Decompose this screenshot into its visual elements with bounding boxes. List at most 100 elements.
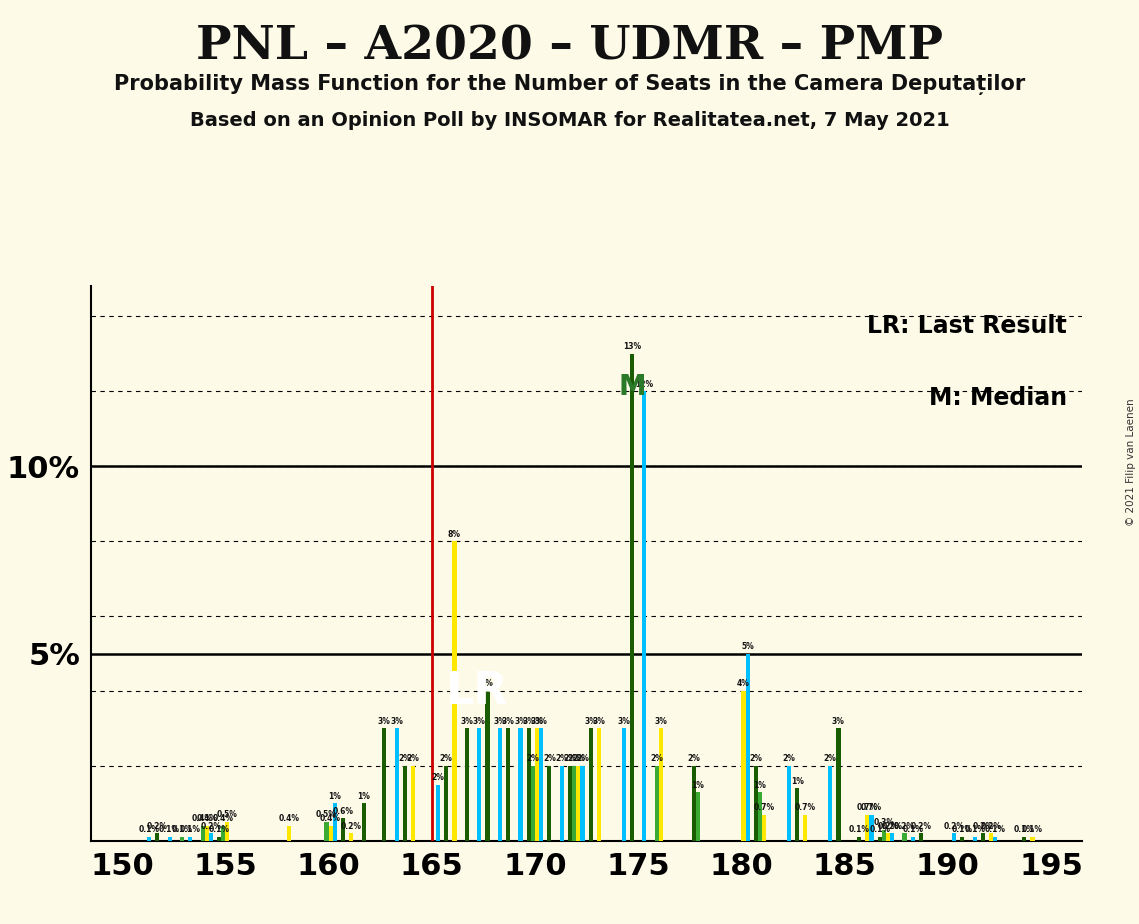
Text: 3%: 3% [584,717,597,726]
Text: 0.4%: 0.4% [279,814,300,823]
Bar [919,833,923,841]
Text: 2%: 2% [556,754,568,763]
Text: 3%: 3% [514,717,527,726]
Bar [526,728,531,841]
Bar [866,815,869,841]
Text: 0.6%: 0.6% [333,807,353,816]
Bar [155,833,159,841]
Bar [341,819,345,841]
Bar [559,766,564,841]
Text: 4%: 4% [481,679,494,688]
Bar [572,766,576,841]
Text: 0.1%: 0.1% [180,825,200,834]
Bar [218,837,221,841]
Text: 0.2%: 0.2% [341,821,362,831]
Bar [795,788,800,841]
Text: 0.1%: 0.1% [952,825,973,834]
Text: 0.2%: 0.2% [894,821,915,831]
Text: 3%: 3% [473,717,485,726]
Text: M: Median: M: Median [929,386,1067,410]
Bar [531,766,535,841]
Bar [180,837,185,841]
Text: 0.1%: 0.1% [139,825,159,834]
Bar [221,826,226,841]
Bar [200,826,205,841]
Bar [762,815,767,841]
Text: LR: Last Result: LR: Last Result [868,314,1067,338]
Bar [581,766,584,841]
Text: 2%: 2% [782,754,795,763]
Bar [576,766,581,841]
Bar [989,833,993,841]
Bar [622,728,625,841]
Text: LR: LR [445,670,508,712]
Text: 0.1%: 0.1% [902,825,924,834]
Bar [973,837,977,841]
Bar [1031,837,1034,841]
Bar [361,803,366,841]
Bar [857,837,861,841]
Text: 0.2%: 0.2% [882,821,902,831]
Bar [167,837,172,841]
Text: 3%: 3% [378,717,391,726]
Text: 0.4%: 0.4% [192,814,213,823]
Text: 1%: 1% [754,781,767,789]
Bar [642,392,647,841]
Bar [981,833,985,841]
Text: 0.7%: 0.7% [754,803,775,812]
Text: 0.2%: 0.2% [877,821,899,831]
Text: 0.1%: 0.1% [172,825,192,834]
Text: 2%: 2% [572,754,584,763]
Text: 0.2%: 0.2% [200,821,221,831]
Text: 0.2%: 0.2% [973,821,993,831]
Text: 0.7%: 0.7% [857,803,878,812]
Text: 2%: 2% [688,754,700,763]
Bar [506,728,510,841]
Text: 3%: 3% [617,717,630,726]
Text: 0.2%: 0.2% [910,821,932,831]
Text: 0.4%: 0.4% [196,814,218,823]
Text: 0.1%: 0.1% [1014,825,1034,834]
Text: PNL – A2020 – UDMR – PMP: PNL – A2020 – UDMR – PMP [196,23,943,69]
Text: 0.5%: 0.5% [216,810,238,820]
Bar [803,815,808,841]
Text: 0.4%: 0.4% [320,814,341,823]
Text: 0.2%: 0.2% [943,821,965,831]
Text: 1%: 1% [328,792,342,801]
Text: 13%: 13% [623,342,641,351]
Text: 0.2%: 0.2% [981,821,1001,831]
Text: 3%: 3% [460,717,474,726]
Bar [350,833,353,841]
Bar [993,837,998,841]
Text: 1%: 1% [790,777,804,785]
Bar [535,728,539,841]
Text: Probability Mass Function for the Number of Seats in the Camera Deputaților: Probability Mass Function for the Number… [114,74,1025,95]
Text: 3%: 3% [501,717,515,726]
Bar [754,766,757,841]
Text: 0.4%: 0.4% [213,814,233,823]
Text: 1%: 1% [358,792,370,801]
Text: 0.1%: 0.1% [849,825,869,834]
Text: M: M [618,372,646,401]
Text: 2%: 2% [399,754,411,763]
Bar [333,803,337,841]
Bar [960,837,965,841]
Text: 8%: 8% [448,529,461,539]
Text: 3%: 3% [391,717,403,726]
Bar [518,728,523,841]
Bar [878,837,882,841]
Bar [911,837,915,841]
Text: 2%: 2% [440,754,452,763]
Text: 0.1%: 0.1% [1022,825,1043,834]
Bar [226,822,229,841]
Bar [568,766,572,841]
Bar [444,766,449,841]
Bar [902,833,907,841]
Text: 2%: 2% [576,754,589,763]
Bar [890,833,894,841]
Bar [630,354,634,841]
Bar [287,826,292,841]
Text: 2%: 2% [432,773,444,782]
Text: 0.7%: 0.7% [861,803,882,812]
Bar [952,833,956,841]
